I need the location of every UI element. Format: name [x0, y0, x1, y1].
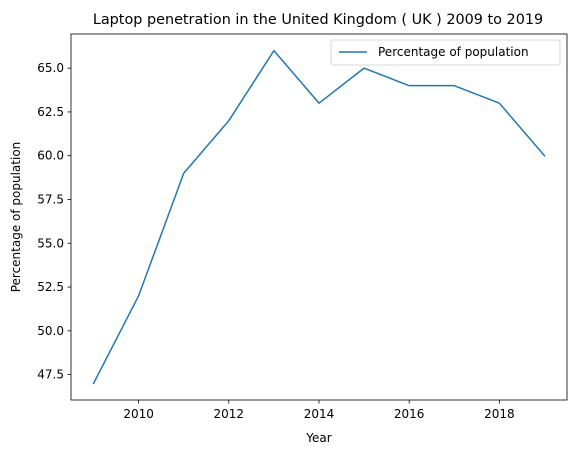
x-tick-label: 2018	[484, 407, 515, 421]
legend-box	[330, 39, 561, 66]
x-tick-label: 2016	[394, 407, 425, 421]
chart-title: Laptop penetration in the United Kingdom…	[93, 12, 543, 28]
plot-frame	[70, 33, 568, 401]
y-tick-label: 65.0	[37, 61, 64, 75]
series-line	[92, 49, 546, 385]
y-tick-label: 62.5	[37, 105, 64, 119]
x-axis-label: Year	[305, 431, 331, 445]
y-tick-label: 60.0	[37, 149, 64, 163]
y-axis-ticks: 47.5 50.0 52.5 55.0 57.5 60.0 62.5 65.0	[37, 61, 71, 382]
legend-label: Percentage of population	[378, 45, 529, 59]
y-tick-label: 55.0	[37, 236, 64, 250]
x-axis-ticks: 2010 2012 2014 2016 2018	[123, 400, 515, 421]
x-tick-label: 2014	[304, 407, 335, 421]
y-tick-label: 50.0	[37, 324, 64, 338]
x-tick-label: 2012	[214, 407, 245, 421]
y-tick-label: 57.5	[37, 192, 64, 206]
y-tick-label: 52.5	[37, 280, 64, 294]
x-tick-label: 2010	[123, 407, 154, 421]
y-axis-label: Percentage of population	[9, 142, 23, 293]
y-tick-label: 47.5	[37, 368, 64, 382]
legend: Percentage of population	[330, 39, 561, 66]
